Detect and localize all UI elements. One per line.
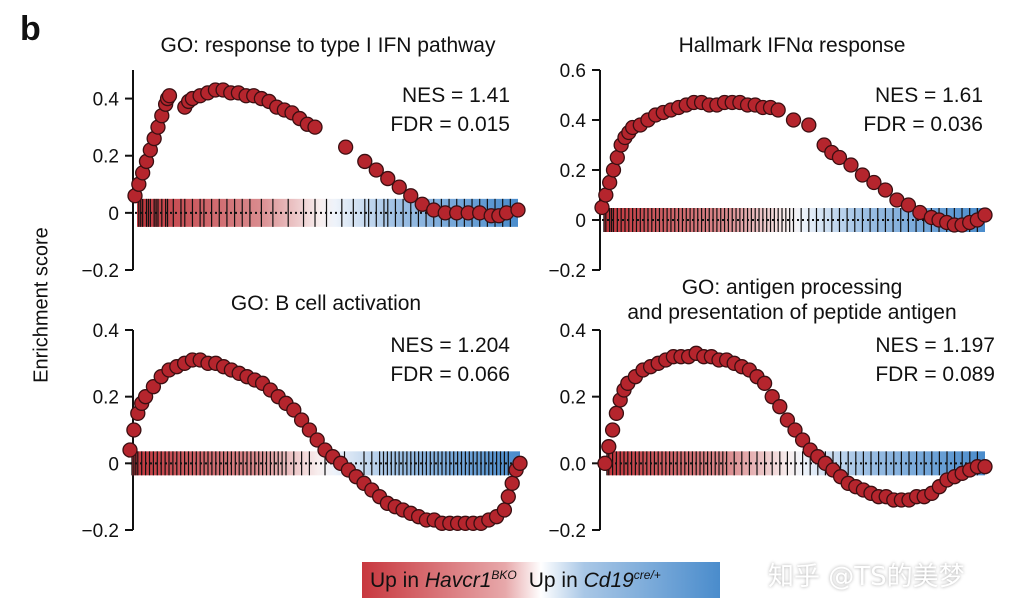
enrichment-point [512, 455, 528, 471]
y-tick-label: −0.2 [548, 521, 586, 542]
enrichment-point [496, 502, 513, 518]
enrichment-point [368, 162, 384, 178]
enrichment-point [756, 375, 773, 391]
nes-annotation: NES = 1.41 [402, 84, 510, 107]
legend-up-havcr1: Up in Havcr1BKO [370, 567, 517, 592]
enrichment-point [608, 405, 625, 421]
enrichment-point [391, 179, 407, 195]
enrichment-point [602, 174, 618, 191]
enrichment-point [601, 439, 617, 455]
enrichment-point [126, 422, 142, 438]
enrichment-point [977, 459, 993, 475]
chart-title: GO: B cell activation [231, 292, 421, 315]
enrichment-point [337, 139, 354, 155]
chart-title: and presentation of peptide antigen [627, 301, 956, 324]
y-tick-label: 0 [108, 454, 119, 475]
enrichment-point [764, 389, 780, 405]
enrichment-point [854, 167, 871, 183]
enrichment-point [380, 170, 396, 187]
enrichment-point [787, 422, 803, 438]
enrichment-point [877, 182, 894, 198]
enrichment-point [293, 412, 310, 428]
fdr-annotation: FDR = 0.089 [875, 363, 995, 386]
y-tick-label: 0.0 [560, 454, 586, 475]
enrichment-point [403, 188, 419, 204]
y-tick-label: 0.2 [93, 147, 119, 168]
enrichment-point [504, 475, 520, 491]
enrichment-point [598, 187, 614, 203]
enrichment-point [604, 422, 621, 438]
enrichment-point [510, 202, 526, 218]
y-tick-label: 0.4 [93, 90, 120, 111]
enrichment-point [609, 149, 625, 166]
enrichment-point [137, 389, 154, 405]
enrichment-point [866, 174, 882, 191]
enrichment-point [357, 153, 373, 170]
chart-title: GO: response to type I IFN pathway [161, 34, 496, 57]
y-tick-label: 0.2 [560, 388, 586, 409]
enrichment-point [801, 117, 817, 133]
nes-annotation: NES = 1.204 [390, 334, 510, 357]
y-tick-label: 0 [108, 204, 119, 225]
enrichment-point [307, 119, 323, 135]
nes-annotation: NES = 1.197 [875, 334, 995, 357]
y-tick-label: 0.2 [560, 161, 586, 182]
enrichment-point [594, 199, 610, 216]
legend-up-cd19: Up in Cd19cre/+ [528, 567, 661, 592]
enrichment-point [161, 88, 178, 104]
enrichment-point [831, 149, 848, 166]
enrichment-point [977, 207, 993, 223]
enrichment-point [145, 379, 162, 395]
y-tick-label: −0.2 [81, 521, 119, 542]
y-tick-label: 0.4 [560, 321, 587, 342]
enrichment-point [794, 432, 811, 448]
enrichment-point [785, 112, 802, 128]
enrichment-point [605, 162, 622, 178]
fdr-annotation: FDR = 0.015 [390, 113, 510, 136]
y-tick-label: 0.6 [560, 61, 586, 82]
enrichment-point [500, 489, 516, 505]
enrichment-point [309, 432, 325, 448]
y-tick-label: 0 [575, 211, 586, 232]
nes-annotation: NES = 1.61 [875, 84, 983, 107]
enrichment-point [122, 442, 138, 458]
y-tick-label: 0.4 [560, 111, 587, 132]
fdr-annotation: FDR = 0.066 [390, 363, 510, 386]
chart-title: GO: antigen processing [682, 276, 903, 299]
y-tick-label: 0.4 [93, 321, 120, 342]
y-tick-label: −0.2 [548, 261, 586, 282]
enrichment-point [597, 455, 613, 471]
chart-title: Hallmark IFNα response [679, 34, 906, 57]
panel-letter: b [20, 10, 41, 48]
enrichment-point [900, 197, 917, 213]
enrichment-point [779, 412, 796, 428]
y-tick-label: 0.2 [93, 388, 119, 409]
fdr-annotation: FDR = 0.036 [863, 113, 983, 136]
watermark: 知乎 @TS的美梦 [768, 562, 965, 592]
enrichment-point [843, 157, 859, 173]
enrichment-point [301, 422, 318, 438]
enrichment-point [772, 399, 788, 415]
enrichment-point [770, 102, 786, 118]
enrichment-point [286, 402, 302, 418]
direction-legend: Up in Havcr1BKO Up in Cd19cre/+ [362, 562, 720, 598]
y-tick-label: −0.2 [81, 261, 119, 282]
